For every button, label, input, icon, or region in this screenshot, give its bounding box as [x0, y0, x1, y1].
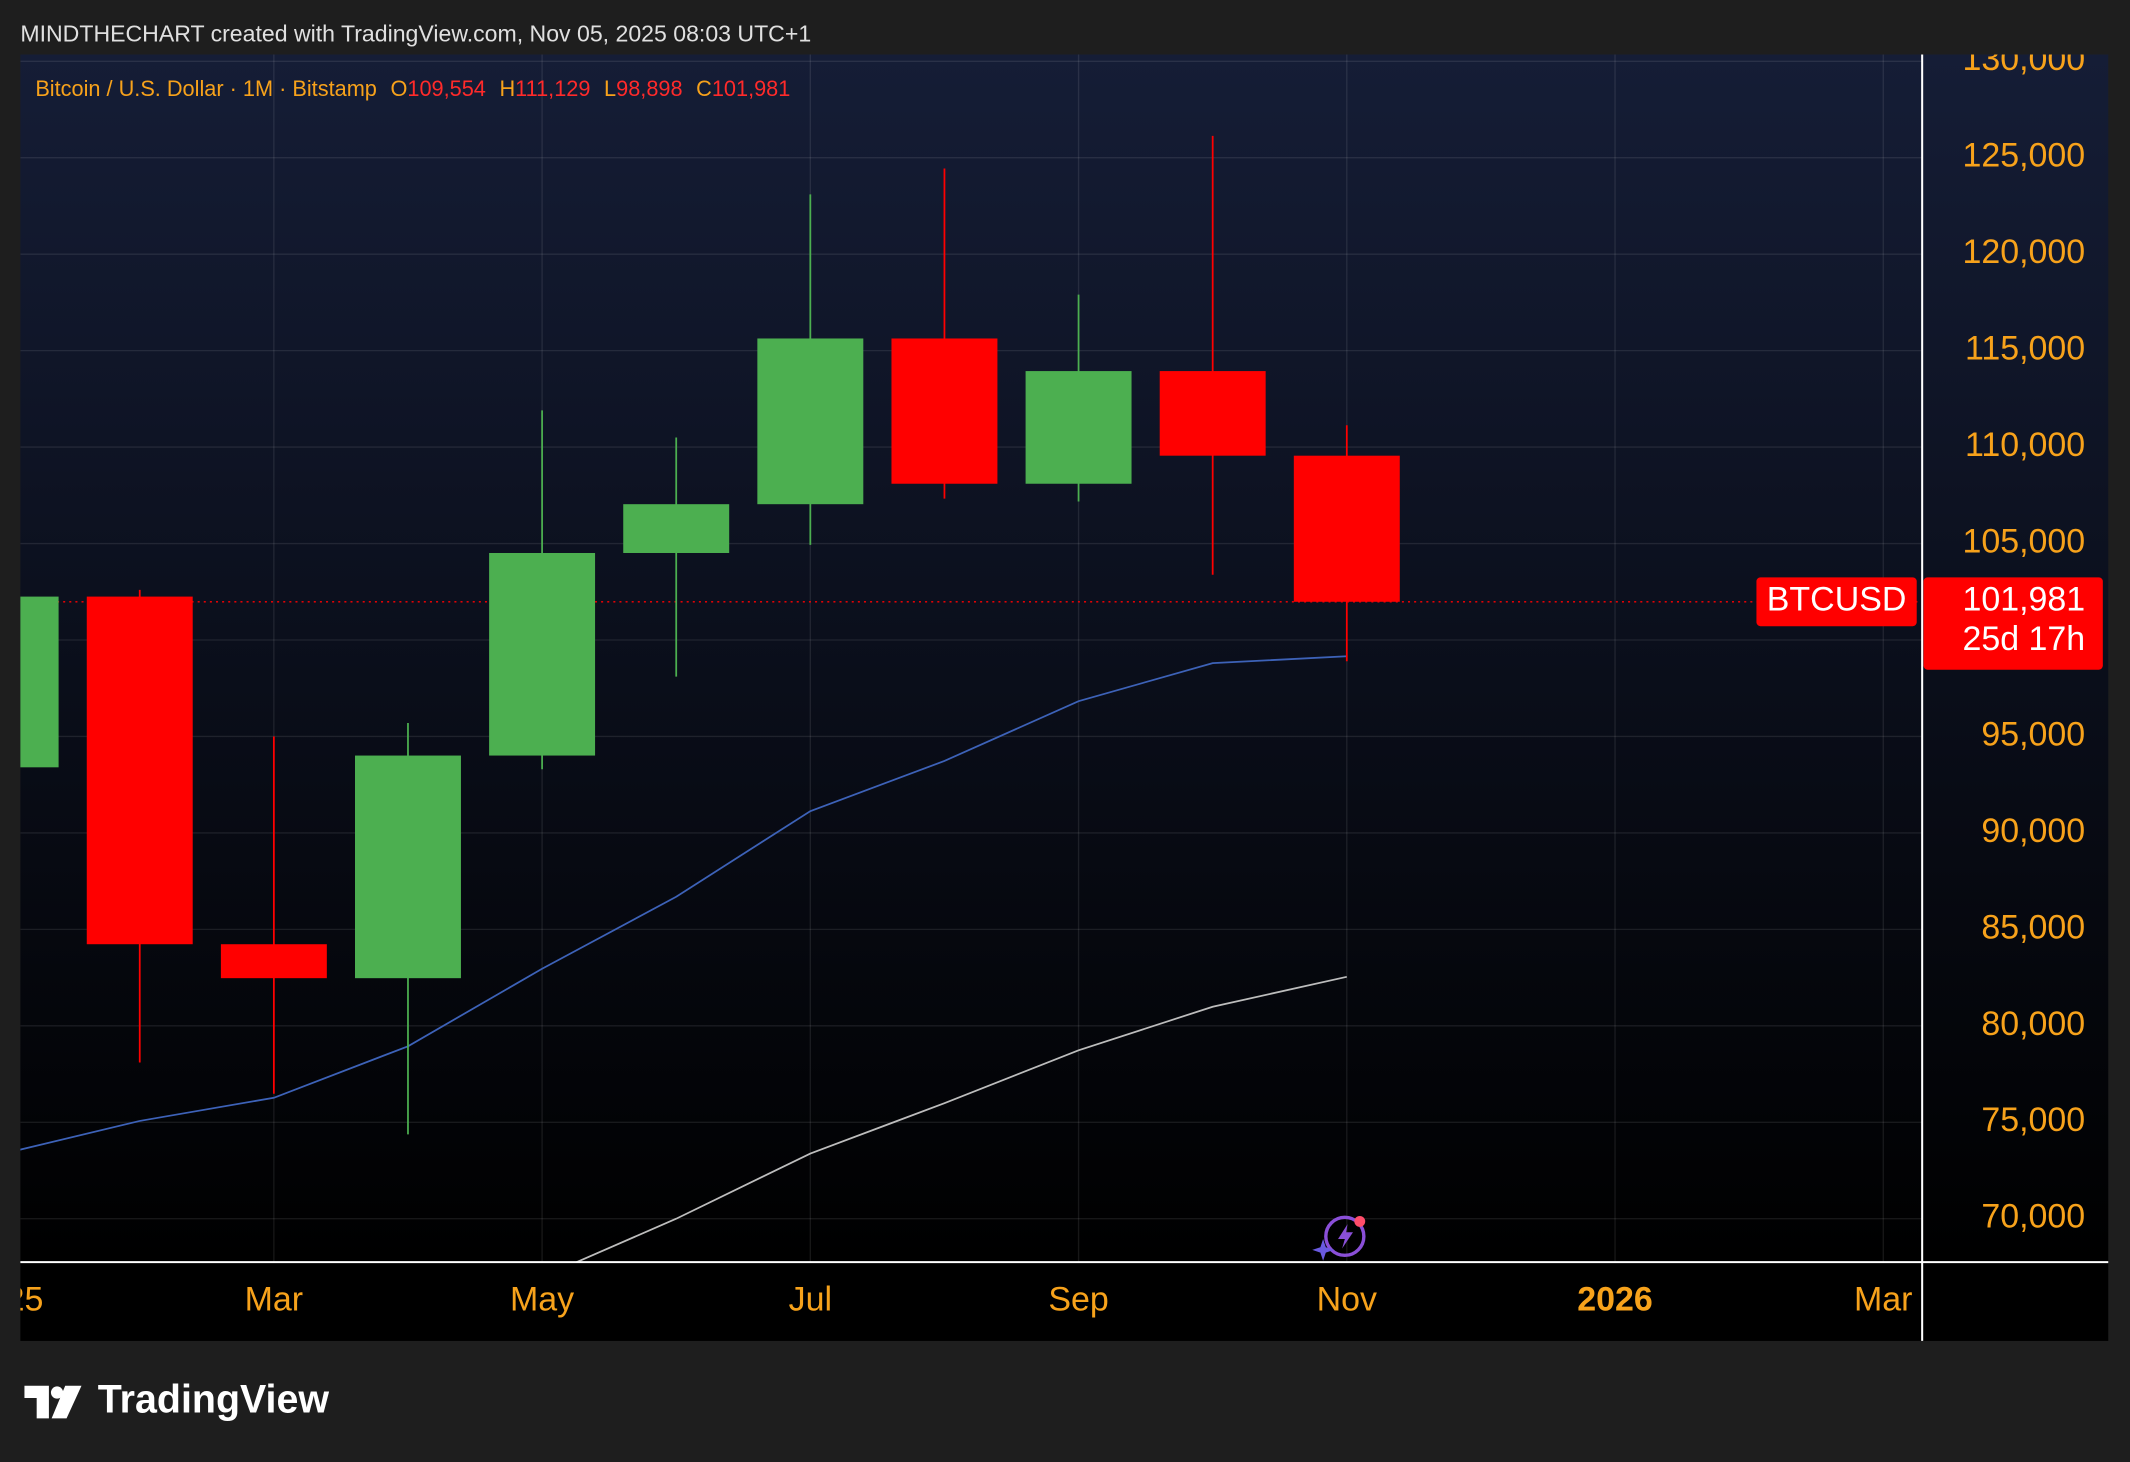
y-tick-label: 120,000 [1962, 233, 2085, 271]
candle-body [891, 338, 998, 484]
legend-value: 98,898 [616, 76, 682, 101]
x-tick-label: Mar [1854, 1281, 1912, 1319]
x-axis-background [20, 1262, 2109, 1341]
price-name-box [1756, 577, 1917, 627]
legend-key: C [696, 76, 712, 101]
y-tick-label: 95,000 [1981, 715, 2085, 753]
legend-symbol: Bitcoin / U.S. Dollar · 1M · Bitstamp [35, 76, 377, 101]
legend-key: H [499, 76, 515, 101]
y-tick-label: 130,000 [1962, 40, 2085, 78]
x-tick-label: 2026 [1577, 1281, 1653, 1319]
y-tick-label: 75,000 [1981, 1101, 2085, 1139]
y-tick-label: 110,000 [1965, 426, 2085, 464]
footer: TradingView [98, 1377, 330, 1421]
legend-value: 109,554 [407, 76, 486, 101]
header: MINDTHECHART created with TradingView.co… [20, 21, 811, 47]
x-tick-label: Nov [1317, 1281, 1377, 1319]
y-tick-label: 90,000 [1981, 812, 2085, 850]
candle-body [757, 338, 864, 505]
candle-body [20, 596, 59, 768]
legend-value: 111,129 [515, 76, 590, 101]
candle-body [1293, 455, 1400, 602]
x-tick-label: Mar [245, 1281, 303, 1319]
y-tick-label: 85,000 [1981, 908, 2085, 946]
price-value: 101,981 [1962, 581, 2085, 619]
y-tick-label: 105,000 [1962, 523, 2085, 561]
y-tick-label: 80,000 [1981, 1005, 2085, 1043]
plot-background [20, 54, 2109, 1263]
moving-average-line [20, 655, 1347, 1151]
legend-key: O [390, 76, 407, 101]
assistant-icon[interactable] [1312, 1215, 1366, 1261]
price-name: BTCUSD [1767, 581, 1907, 619]
x-tick-label: Sep [1048, 1281, 1108, 1319]
logo [24, 1385, 82, 1419]
candle-body [489, 552, 596, 756]
x-tick-label: May [510, 1281, 574, 1319]
plot [20, 135, 1923, 1263]
grid [20, 54, 1923, 1263]
legend-key: L [604, 76, 616, 101]
x-tick-label: 2025 [0, 1281, 43, 1319]
axes: 70,00075,00080,00085,00090,00095,000100,… [0, 40, 2085, 1319]
candle-body [86, 596, 193, 945]
candle-body [220, 944, 327, 979]
y-tick-label: 125,000 [1962, 137, 2085, 175]
candle-body [1159, 371, 1266, 456]
legend: Bitcoin / U.S. Dollar · 1M · Bitstamp O10… [35, 76, 790, 101]
price-value-box [1923, 577, 2103, 670]
x-tick-label: Jul [789, 1281, 832, 1319]
candle-body [1025, 371, 1132, 484]
y-tick-label: 70,000 [1981, 1198, 2085, 1236]
candle-body [354, 755, 461, 979]
candle-body [623, 504, 730, 553]
y-tick-label: 115,000 [1965, 330, 2085, 368]
legend-value: 101,981 [712, 76, 791, 101]
price-countdown: 25d 17h [1962, 620, 2085, 658]
moving-average-line [574, 975, 1347, 1263]
